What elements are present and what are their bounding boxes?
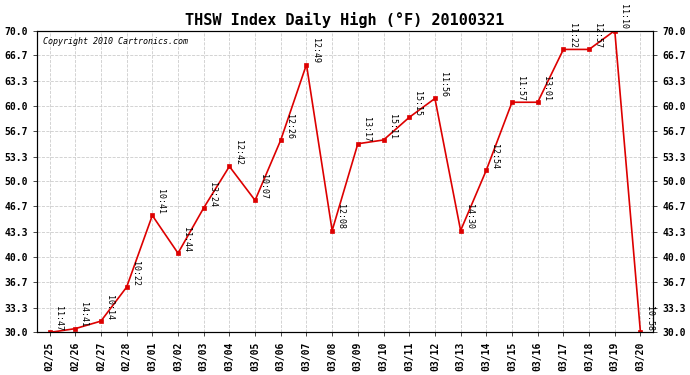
Text: 11:56: 11:56 [439, 72, 448, 97]
Text: 12:42: 12:42 [233, 140, 243, 165]
Text: 13:24: 13:24 [208, 182, 217, 207]
Text: 14:30: 14:30 [465, 204, 474, 229]
Text: 11:22: 11:22 [568, 23, 577, 48]
Text: 15:11: 15:11 [388, 114, 397, 139]
Text: 14:41: 14:41 [79, 302, 88, 327]
Text: 10:22: 10:22 [131, 261, 140, 286]
Text: 10:41: 10:41 [157, 189, 166, 214]
Text: 13:01: 13:01 [542, 76, 551, 101]
Text: 12:08: 12:08 [336, 204, 345, 229]
Text: 12:26: 12:26 [285, 114, 294, 139]
Title: THSW Index Daily High (°F) 20100321: THSW Index Daily High (°F) 20100321 [186, 12, 504, 28]
Text: 11:10: 11:10 [619, 4, 628, 29]
Text: 12:57: 12:57 [593, 23, 602, 48]
Text: 12:49: 12:49 [310, 38, 319, 63]
Text: 10:07: 10:07 [259, 174, 268, 199]
Text: 11:44: 11:44 [182, 227, 191, 252]
Text: 11:57: 11:57 [516, 76, 525, 101]
Text: 10:58: 10:58 [644, 306, 653, 331]
Text: 10:14: 10:14 [105, 295, 114, 320]
Text: Copyright 2010 Cartronics.com: Copyright 2010 Cartronics.com [43, 37, 188, 46]
Text: 15:15: 15:15 [413, 91, 422, 116]
Text: 12:54: 12:54 [491, 144, 500, 169]
Text: 13:17: 13:17 [362, 117, 371, 142]
Text: 11:47: 11:47 [54, 306, 63, 331]
